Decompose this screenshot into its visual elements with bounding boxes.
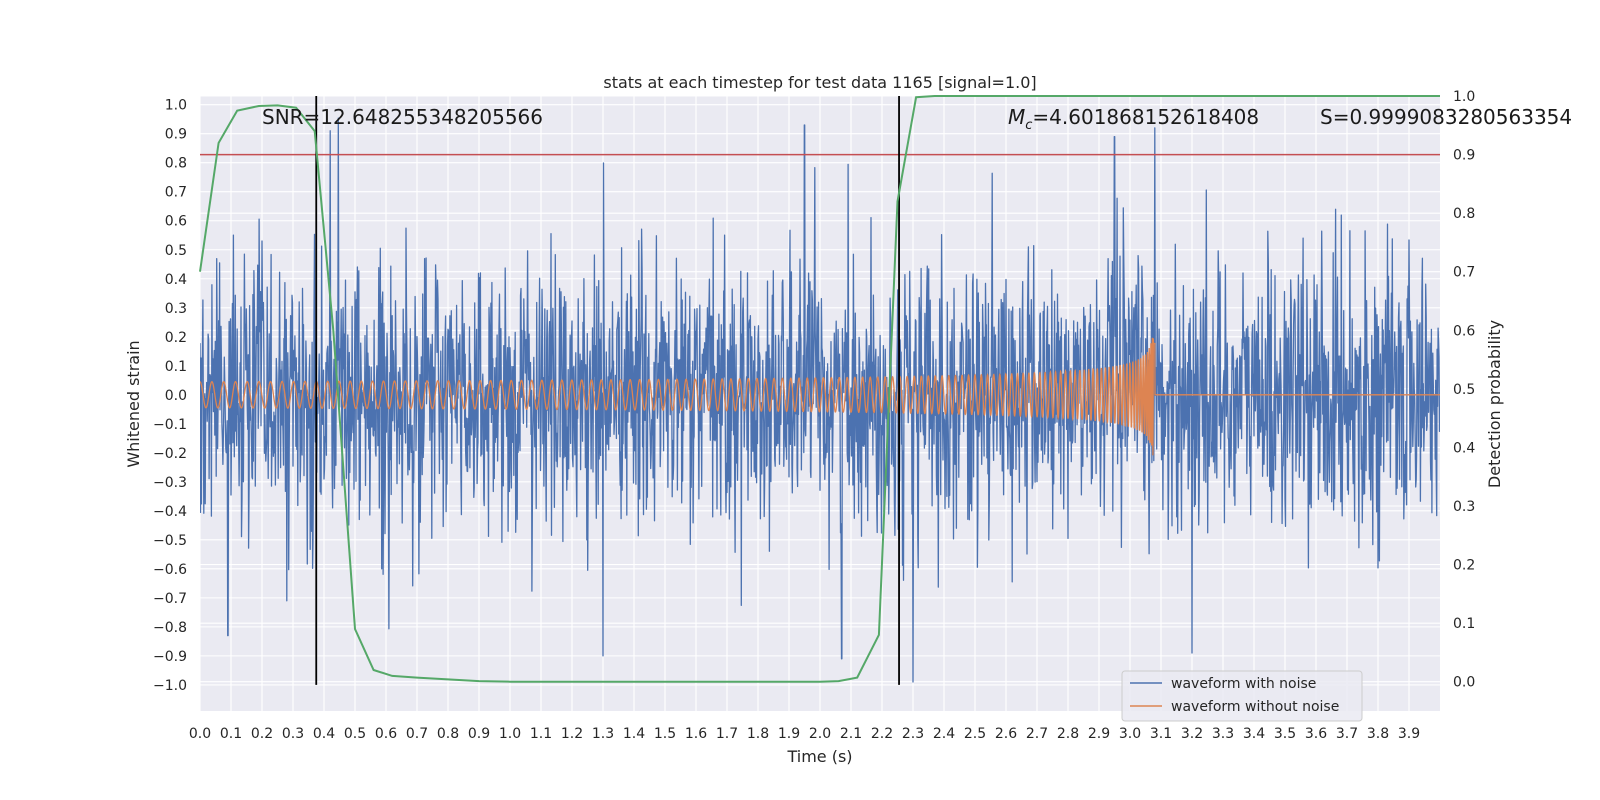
x-tick-label: 3.0 <box>1119 726 1141 742</box>
x-tick-label: 2.6 <box>995 726 1017 742</box>
y-tick-label: −0.6 <box>153 562 187 578</box>
y-tick-label: −0.7 <box>153 591 187 607</box>
series-detection-probability <box>199 95 1440 683</box>
series-waveform-with-noise <box>200 117 1440 683</box>
y-tick-label: −0.1 <box>153 417 187 433</box>
x-tick-label: 1.3 <box>592 726 614 742</box>
y-tick-label: −0.5 <box>153 533 187 549</box>
y2-tick-label: 0.0 <box>1453 675 1475 691</box>
x-tick-label: 0.7 <box>406 726 428 742</box>
x-tick-label: 3.8 <box>1367 726 1389 742</box>
legend-box <box>1121 670 1363 722</box>
x-tick-label: 3.7 <box>1336 726 1358 742</box>
y2-tick-label: 1.0 <box>1453 89 1475 105</box>
y-tick-label: −0.3 <box>153 475 187 491</box>
y-tick-label: −0.4 <box>153 504 187 520</box>
y-tick-label: −0.9 <box>153 649 187 665</box>
y-tick-label: 0.0 <box>165 388 187 404</box>
y-tick-label: 0.6 <box>165 214 187 230</box>
y-tick-label: 0.2 <box>165 330 187 346</box>
x-tick-label: 2.0 <box>809 726 831 742</box>
x-tick-label: 0.2 <box>251 726 273 742</box>
y-tick-label: 0.1 <box>165 359 187 375</box>
y-tick-label: 0.3 <box>165 301 187 317</box>
x-tick-label: 0.3 <box>282 726 304 742</box>
x-tick-label: 1.1 <box>530 726 552 742</box>
y-tick-label: 1.0 <box>165 98 187 114</box>
x-tick-label: 0.1 <box>220 726 242 742</box>
chart-title: stats at each timestep for test data 116… <box>603 73 1036 92</box>
x-tick-label: 3.2 <box>1181 726 1203 742</box>
s-annotation: S=0.9999083280563354 <box>1320 105 1572 129</box>
x-tick-label: 0.9 <box>468 726 490 742</box>
y-tick-label: 0.7 <box>165 185 187 201</box>
x-tick-label: 1.9 <box>778 726 800 742</box>
x-tick-label: 0.0 <box>189 726 211 742</box>
snr-annotation: SNR=12.648255348205566 <box>262 105 543 129</box>
y-tick-label: 0.4 <box>165 272 187 288</box>
y2-tick-label: 0.7 <box>1453 265 1475 281</box>
y2-tick-label: 0.5 <box>1453 382 1475 398</box>
x-tick-label: 1.7 <box>716 726 738 742</box>
x-tick-label: 0.4 <box>313 726 335 742</box>
legend-label-clean: waveform without noise <box>1171 699 1339 715</box>
x-tick-label: 1.0 <box>499 726 521 742</box>
y2-tick-label: 0.9 <box>1453 148 1475 164</box>
x-tick-label: 2.1 <box>840 726 862 742</box>
x-tick-label: 0.6 <box>375 726 397 742</box>
chirp-mass-symbol: M <box>1008 105 1025 129</box>
x-tick-label: 2.5 <box>964 726 986 742</box>
x-tick-label: 1.8 <box>747 726 769 742</box>
x-tick-label: 2.2 <box>871 726 893 742</box>
x-tick-label: 3.3 <box>1212 726 1234 742</box>
legend-label-noise: waveform with noise <box>1171 676 1316 692</box>
y2-tick-label: 0.2 <box>1453 558 1475 574</box>
x-tick-label: 1.4 <box>623 726 645 742</box>
y-tick-label: −1.0 <box>153 678 187 694</box>
y-tick-label: 0.8 <box>165 156 187 172</box>
x-axis-label: Time (s) <box>786 747 852 766</box>
x-tick-label: 3.4 <box>1243 726 1265 742</box>
y2-tick-label: 0.4 <box>1453 440 1475 456</box>
x-tick-label: 1.2 <box>561 726 583 742</box>
x-tick-label: 3.9 <box>1398 726 1420 742</box>
x-tick-label: 0.8 <box>437 726 459 742</box>
y-tick-label: −0.2 <box>153 446 187 462</box>
chirp-mass-annotation: Mc=4.601868152618408 <box>1008 105 1259 133</box>
x-tick-label: 3.1 <box>1150 726 1172 742</box>
x-tick-label: 2.8 <box>1057 726 1079 742</box>
y-axis-label: Whitened strain <box>124 340 143 467</box>
x-tick-label: 2.7 <box>1026 726 1048 742</box>
chirp-mass-value: =4.601868152618408 <box>1032 105 1259 129</box>
x-tick-label: 2.9 <box>1088 726 1110 742</box>
series-waveform-without-noise <box>200 337 1440 456</box>
y2-tick-label: 0.8 <box>1453 206 1475 222</box>
y2-tick-label: 0.1 <box>1453 616 1475 632</box>
x-tick-label: 0.5 <box>344 726 366 742</box>
x-tick-label: 3.6 <box>1305 726 1327 742</box>
y-tick-label: 0.5 <box>165 243 187 259</box>
x-tick-label: 1.6 <box>685 726 707 742</box>
x-tick-label: 3.5 <box>1274 726 1296 742</box>
y-tick-label: −0.8 <box>153 620 187 636</box>
y-axis-ticks: 1.0 0.9 0.8 0.7 0.6 0.5 0.4 0.3 0.2 0.1 0.0 −0.1 −0.… <box>153 98 187 694</box>
x-tick-label: 2.4 <box>933 726 955 742</box>
y-tick-label: 0.9 <box>165 127 187 143</box>
x-axis-ticks: 0.0 0.1 0.2 0.3 0.4 0.5 0.6 0.7 0.8 0.9 1.0 1.1 1.2 1… <box>189 726 1420 742</box>
y2-axis-ticks: 1.0 0.9 0.8 0.7 0.6 0.5 0.4 0.3 0.2 0.1 0.0 <box>1453 89 1475 691</box>
y2-axis-label: Detection probability <box>1485 320 1504 488</box>
x-tick-label: 1.5 <box>654 726 676 742</box>
legend: waveform with noise waveform without noi… <box>1121 670 1363 722</box>
x-tick-label: 2.3 <box>902 726 924 742</box>
chirp-mass-subscript: c <box>1025 118 1032 133</box>
y2-tick-label: 0.6 <box>1453 323 1475 339</box>
y2-tick-label: 0.3 <box>1453 499 1475 515</box>
